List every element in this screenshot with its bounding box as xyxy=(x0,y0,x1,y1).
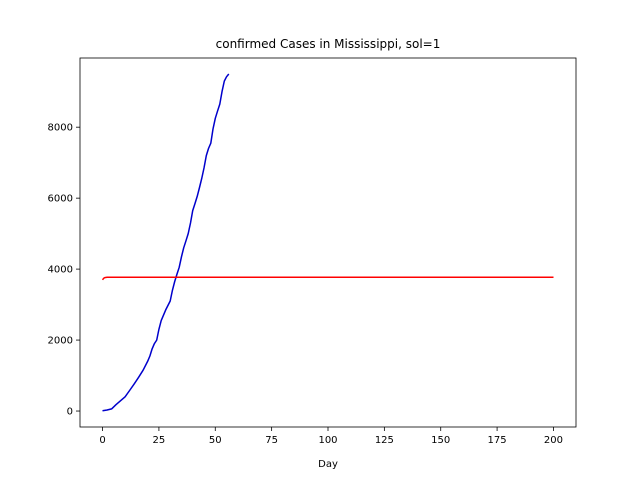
x-tick-label: 125 xyxy=(375,435,394,446)
x-tick-label: 50 xyxy=(209,435,222,446)
x-tick-label: 25 xyxy=(153,435,166,446)
y-tick-label: 4000 xyxy=(48,265,73,276)
x-tick-label: 175 xyxy=(488,435,507,446)
x-axis-ticks: 0 25 50 75 100 125 150 175 200 xyxy=(99,427,563,446)
series-line-1 xyxy=(101,276,554,281)
y-tick-label: 8000 xyxy=(48,123,73,134)
x-tick-label: 75 xyxy=(265,435,278,446)
x-axis-label: Day xyxy=(318,459,338,470)
chart-title: confirmed Cases in Mississippi, sol=1 xyxy=(216,37,441,51)
y-tick-label: 6000 xyxy=(48,194,73,205)
x-tick-label: 200 xyxy=(544,435,563,446)
y-axis-ticks: 0 2000 4000 6000 8000 xyxy=(48,123,80,418)
plot-area xyxy=(101,73,554,412)
x-tick-label: 100 xyxy=(318,435,337,446)
series-line-0 xyxy=(102,73,230,412)
x-tick-label: 0 xyxy=(99,435,105,446)
y-tick-label: 2000 xyxy=(48,336,73,347)
x-tick-label: 150 xyxy=(431,435,450,446)
y-tick-label: 0 xyxy=(67,407,73,418)
axes-frame xyxy=(79,57,577,428)
